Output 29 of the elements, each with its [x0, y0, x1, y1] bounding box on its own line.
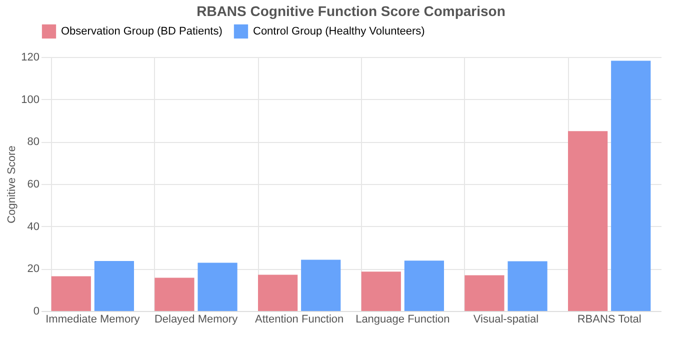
bar — [94, 261, 134, 311]
bar — [361, 272, 401, 311]
bar — [508, 261, 548, 311]
x-tick-label: Delayed Memory — [154, 314, 238, 326]
y-tick-label: 40 — [27, 220, 40, 233]
bar — [464, 275, 504, 311]
y-tick-label: 60 — [27, 178, 40, 190]
bar — [51, 276, 91, 311]
legend-label: Control Group (Healthy Volunteers) — [253, 25, 425, 38]
x-tick-label: RBANS Total — [577, 314, 642, 326]
bar — [404, 260, 444, 311]
x-tick-label: Visual-spatial — [473, 314, 539, 326]
y-tick-label: 100 — [21, 94, 40, 106]
y-tick-label: 80 — [27, 136, 40, 148]
chart-title: RBANS Cognitive Function Score Comparison — [196, 3, 506, 19]
bar — [154, 278, 194, 311]
x-tick-label: Immediate Memory — [46, 314, 140, 326]
y-tick-label: 120 — [21, 52, 40, 64]
bar — [301, 260, 341, 311]
x-tick-label: Attention Function — [254, 314, 344, 326]
legend-label: Observation Group (BD Patients) — [61, 25, 222, 38]
y-tick-label: 20 — [27, 263, 40, 276]
bar — [568, 131, 608, 311]
y-axis-title: Cognitive Score — [6, 146, 18, 224]
x-tick-label: Language Function — [356, 314, 450, 326]
bar — [198, 262, 238, 311]
y-tick-label: 0 — [33, 306, 40, 318]
bar — [258, 274, 298, 311]
bar — [611, 60, 651, 311]
